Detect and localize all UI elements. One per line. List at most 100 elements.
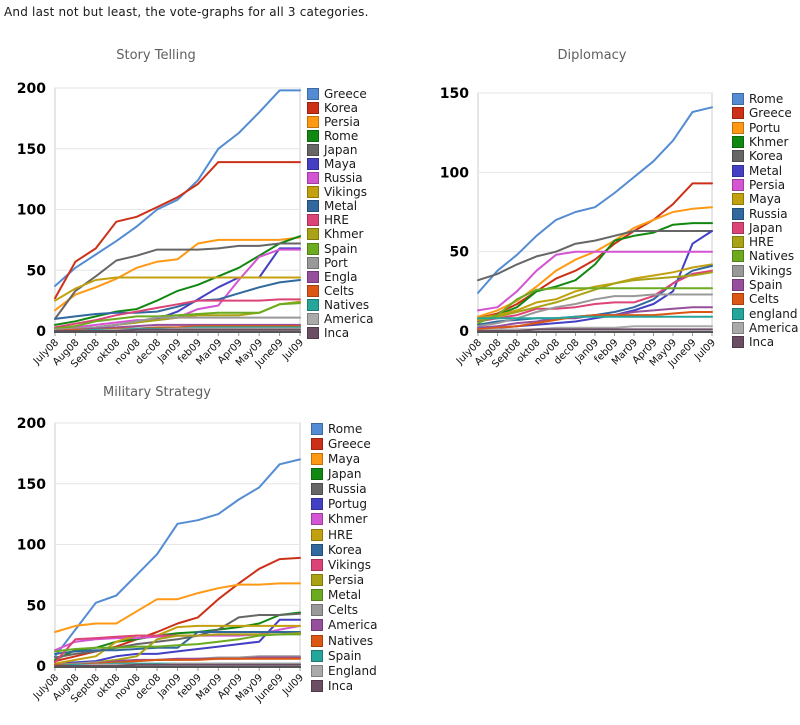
legend-swatch [732, 207, 744, 220]
legend-label: Maya [328, 451, 361, 466]
legend-item: Portu [732, 121, 799, 135]
y-tick-label: 0 [36, 324, 46, 340]
legend-swatch [307, 158, 319, 171]
legend-label: Spain [749, 278, 783, 292]
legend-diplomacy: Rome Greece Portu Khmer Korea Metal Persia Maya… [732, 92, 799, 349]
legend-swatch [311, 573, 323, 586]
legend-label: Korea [749, 149, 784, 164]
legend-item: Persia [732, 178, 799, 192]
series-line-persia [477, 250, 713, 312]
series-line-hre [477, 271, 713, 321]
series-line-engla [54, 323, 301, 332]
legend-label: America [749, 320, 799, 335]
legend-label: Portug [328, 497, 368, 512]
y-tick-label: 0 [459, 324, 469, 340]
legend-swatch [307, 242, 319, 255]
legend-label: Natives [749, 249, 795, 264]
legend-swatch [311, 437, 323, 450]
legend-swatch [311, 589, 323, 602]
legend-story-telling: Greece Korea Persia Rome Japan Maya Russia Viki… [307, 87, 374, 340]
series-line-persia [54, 236, 301, 312]
legend-swatch [307, 88, 319, 101]
series-line-natives [54, 657, 301, 666]
y-tick-label: 100 [440, 165, 469, 181]
legend-label: Rome [749, 92, 784, 107]
legend-swatch [311, 422, 323, 435]
legend-swatch [311, 528, 323, 541]
legend-label: Korea [328, 542, 363, 557]
legend-item: Vikings [307, 185, 374, 199]
legend-item: Persia [311, 572, 378, 587]
series-line-england [54, 662, 301, 667]
legend-swatch [307, 116, 319, 129]
legend-item: England [311, 663, 378, 678]
legend-item: Inca [311, 678, 378, 693]
legend-item: Rome [311, 421, 378, 436]
legend-item: Khmer [732, 135, 799, 149]
legend-label: Persia [324, 115, 361, 130]
legend-swatch [307, 144, 319, 157]
series-line-korea [54, 631, 301, 655]
legend-label: HRE [328, 527, 353, 542]
legend-swatch [311, 483, 323, 496]
legend-label: Vikings [324, 185, 368, 200]
legend-item: Khmer [311, 512, 378, 527]
legend-swatch [311, 634, 323, 647]
legend-swatch [307, 214, 319, 227]
legend-swatch [307, 228, 319, 241]
legend-label: Celts [749, 292, 780, 307]
legend-label: Russia [749, 206, 788, 221]
legend-item: Engla [307, 270, 374, 284]
legend-swatch [732, 321, 744, 334]
legend-swatch [732, 279, 744, 291]
legend-swatch [311, 452, 323, 465]
legend-swatch [311, 467, 323, 480]
legend-label: Inca [328, 678, 354, 693]
legend-swatch [307, 312, 319, 325]
legend-label: Celts [324, 283, 355, 298]
legend-item: Korea [307, 101, 374, 115]
legend-swatch [311, 513, 323, 526]
legend-item: Persia [307, 115, 374, 129]
series-line-hre [54, 624, 301, 665]
legend-swatch [311, 543, 323, 556]
legend-label: Greece [749, 106, 792, 121]
legend-item: Japan [307, 143, 374, 157]
legend-military-strategy: Rome Greece Maya Japan Russia Portug Khmer HRE K… [311, 421, 378, 694]
legend-label: Metal [749, 163, 783, 178]
legend-swatch [732, 178, 744, 191]
y-tick-label: 150 [17, 142, 46, 158]
legend-label: Russia [324, 171, 363, 186]
legend-swatch [307, 102, 319, 115]
y-tick-label: 0 [36, 659, 46, 675]
legend-label: Greece [328, 436, 371, 451]
legend-item: Greece [311, 436, 378, 451]
legend-item: Portug [311, 497, 378, 512]
legend-swatch [307, 284, 319, 297]
legend-label: Inca [324, 325, 350, 340]
legend-swatch [307, 326, 319, 339]
legend-item: Inca [307, 326, 374, 340]
series-line-greece [477, 182, 713, 320]
legend-item: Metal [732, 163, 799, 178]
chart-title: Diplomacy [558, 48, 627, 63]
legend-label: Portu [749, 120, 781, 135]
legend-swatch [732, 121, 744, 134]
legend-label: Natives [328, 633, 374, 648]
series-line-maya [477, 263, 713, 320]
series-line-natives [477, 287, 713, 325]
legend-swatch [732, 264, 744, 277]
legend-label: Japan [324, 143, 358, 158]
legend-item: Vikings [732, 264, 799, 278]
legend-item: Greece [732, 106, 799, 120]
chart-diplomacy: Diplomacy050100150July08Aug08Sept08okt08… [440, 48, 718, 370]
legend-label: HRE [324, 213, 349, 228]
legend-item: Celts [307, 284, 374, 298]
legend-item: America [732, 321, 799, 335]
legend-swatch [732, 193, 744, 206]
legend-item: America [311, 618, 378, 633]
legend-item: Korea [732, 149, 799, 163]
legend-label: Khmer [328, 512, 368, 527]
legend-swatch [732, 236, 744, 249]
series-line-rome [477, 106, 713, 294]
